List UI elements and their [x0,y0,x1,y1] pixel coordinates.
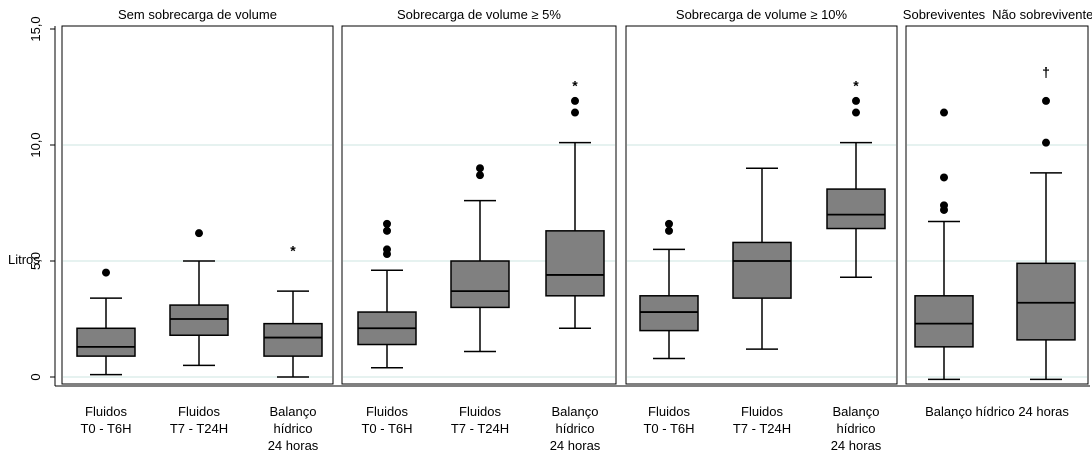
box-2: Não sobreviventes † [992,7,1092,381]
outlier-point [383,245,391,254]
iqr-box [450,260,510,309]
box-1: Sobreviventes [903,7,986,381]
panel-frame [341,25,617,385]
iqr-box [914,295,974,348]
x-category-label: 24 horas [550,438,601,453]
x-category-label: hídrico [273,421,312,436]
box-1: Fluidos T0 - T6H [76,268,136,436]
box-2: Fluidos T7 - T24H [169,229,229,436]
y-tick-label: 10,0 [28,132,43,157]
x-category-label: 24 horas [831,438,882,453]
x-category-label: Fluidos [648,404,690,419]
x-category-label: 24 horas [268,438,319,453]
outlier-point [940,201,948,210]
x-category-label: T0 - T6H [80,421,131,436]
outlier-point [1042,138,1050,147]
significance-marker: * [572,78,578,94]
outlier-point [940,108,948,117]
x-category-label: Fluidos [178,404,220,419]
panel-title: Sem sobrecarga de volume [118,7,277,22]
iqr-box [826,188,886,230]
box-2: Fluidos T7 - T24H [450,164,510,436]
panel-4: Balanço hídrico 24 horas Sobreviventes Não… [903,7,1092,419]
x-category-label: hídrico [836,421,875,436]
box-2: Fluidos T7 - T24H [732,167,792,436]
x-category-label: Fluidos [741,404,783,419]
panel-x-label: Balanço hídrico 24 horas [925,404,1069,419]
outlier-point [665,219,673,228]
x-category-label: T0 - T6H [643,421,694,436]
outlier-point [383,219,391,228]
x-category-label: T0 - T6H [361,421,412,436]
iqr-box [639,295,699,332]
outlier-point [195,229,203,238]
outlier-point [102,268,110,277]
box-1: Fluidos T0 - T6H [357,219,417,436]
iqr-box [732,241,792,299]
x-category-label: T7 - T24H [170,421,228,436]
y-axis: 0 5,0 10,0 15,0 [28,16,1090,387]
outlier-point [476,171,484,180]
y-axis-label: Litros [8,252,40,267]
x-category-label: Fluidos [366,404,408,419]
outlier-point [1042,96,1050,105]
x-category-label: Balanço [552,404,599,419]
x-category-label: T7 - T24H [733,421,791,436]
outlier-point [940,173,948,182]
outlier-point [383,226,391,235]
x-category-label: hídrico [555,421,594,436]
iqr-box [1016,262,1076,341]
significance-marker: * [290,242,296,258]
box-3: * Balanço hídrico 24 horas [545,78,605,453]
panel-frame [905,25,1089,385]
outlier-point [665,226,673,235]
iqr-box [169,304,229,336]
box-3: * Balanço hídrico 24 horas [826,78,886,453]
box-1: Fluidos T0 - T6H [639,219,699,436]
panel-frame [61,25,334,385]
outlier-point [476,164,484,173]
y-tick-label: 5,0 [28,252,43,270]
significance-marker: * [853,78,859,94]
x-category-label: Balanço [833,404,880,419]
iqr-box [263,322,323,357]
y-tick-label: 0 [28,373,43,380]
panel-title: Sobrecarga de volume ≥ 10% [676,7,848,22]
group-title: Não sobreviventes [992,7,1092,22]
group-title: Sobreviventes [903,7,986,22]
iqr-box [76,327,136,357]
outlier-point [571,96,579,105]
x-category-label: T7 - T24H [451,421,509,436]
outlier-point [852,108,860,117]
panel-3: Sobrecarga de volume ≥ 10% Fluidos T0 - T6… [625,7,898,453]
outlier-point [571,108,579,117]
iqr-box [545,230,605,297]
significance-marker: † [1042,64,1050,80]
outlier-point [852,96,860,105]
y-tick-label: 15,0 [28,16,43,41]
panel-frame [625,25,898,385]
box-3: * Balanço hídrico 24 horas [263,242,323,453]
panel-title: Sobrecarga de volume ≥ 5% [397,7,561,22]
x-category-label: Fluidos [459,404,501,419]
x-category-label: Balanço [270,404,317,419]
panel-2: Sobrecarga de volume ≥ 5% Fluidos T0 - T6H… [341,7,617,453]
x-category-label: Fluidos [85,404,127,419]
